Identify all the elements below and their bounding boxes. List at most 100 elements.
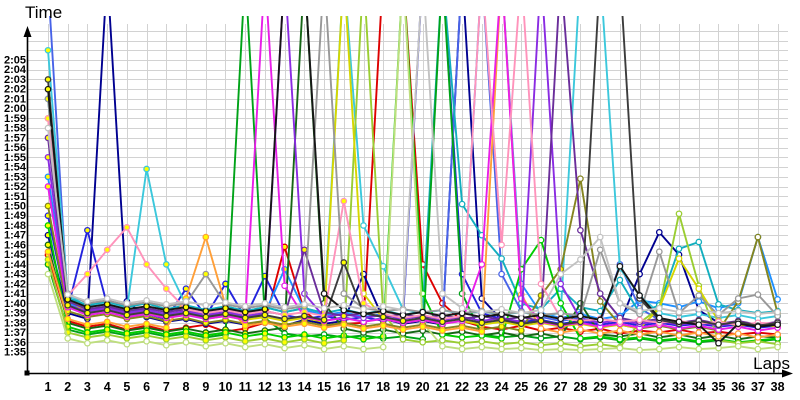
data-point-marker: [715, 309, 722, 317]
data-point-marker: [774, 343, 781, 351]
data-point-marker: [162, 261, 170, 268]
data-point-marker: [399, 335, 407, 343]
x-tick-label: 23: [475, 380, 489, 394]
y-tick-label: 1:53: [4, 171, 26, 183]
data-point-marker: [419, 338, 427, 346]
x-tick-label: 36: [731, 380, 745, 394]
data-point-marker: [103, 306, 111, 314]
data-point-marker: [261, 311, 269, 319]
data-point-marker: [241, 308, 249, 316]
data-point-marker: [675, 332, 683, 339]
x-tick-label: 19: [396, 380, 410, 394]
data-point-marker: [162, 300, 170, 308]
data-point-marker: [301, 300, 308, 308]
data-point-marker: [695, 345, 703, 353]
data-point-marker: [202, 270, 210, 278]
plot-area: [44, 16, 781, 354]
data-point-marker: [537, 280, 545, 288]
y-tick-label: 2:02: [4, 84, 26, 96]
data-point-marker: [715, 339, 722, 347]
data-point-marker: [616, 318, 624, 326]
data-point-marker: [281, 303, 288, 311]
data-point-marker: [439, 342, 446, 350]
data-point-marker: [439, 318, 446, 326]
x-tick-label: 14: [297, 380, 311, 394]
data-point-marker: [478, 319, 486, 327]
data-point-marker: [675, 210, 683, 218]
data-point-marker: [577, 256, 584, 263]
data-point-marker: [695, 285, 703, 293]
data-point-marker: [478, 328, 486, 335]
data-point-marker: [675, 318, 683, 326]
data-point-marker: [439, 290, 446, 297]
data-point-marker: [498, 255, 505, 262]
data-point-marker: [241, 314, 249, 322]
x-tick-label: 38: [771, 380, 785, 394]
y-tick-label: 1:52: [4, 181, 26, 193]
data-point-marker: [478, 261, 486, 268]
data-point-marker: [123, 311, 131, 319]
y-tick-label: 1:41: [4, 288, 26, 300]
data-point-marker: [103, 336, 111, 344]
data-point-marker: [734, 330, 742, 337]
y-tick-label: 1:48: [4, 220, 26, 232]
data-point-marker: [123, 335, 131, 342]
data-point-marker: [44, 222, 52, 229]
x-tick-label: 35: [712, 380, 726, 394]
data-point-marker: [655, 336, 663, 344]
y-tick-label: 1:36: [4, 337, 26, 349]
data-point-marker: [379, 322, 387, 330]
data-point-marker: [301, 335, 308, 343]
data-point-marker: [715, 333, 722, 340]
y-tick-label: 1:46: [4, 239, 26, 251]
data-point-marker: [360, 345, 367, 353]
data-point-marker: [103, 318, 111, 326]
x-tick-label: 22: [455, 380, 469, 394]
x-tick-label: 6: [143, 380, 150, 394]
data-point-marker: [419, 308, 427, 316]
data-point-marker: [44, 46, 52, 54]
data-point-marker: [44, 202, 52, 210]
data-point-marker: [596, 233, 604, 241]
data-point-marker: [261, 340, 269, 348]
x-axis-title: Laps: [753, 354, 790, 373]
data-point-marker: [84, 309, 91, 317]
x-tick-label: 9: [202, 380, 209, 394]
y-tick-label: 2:00: [4, 103, 26, 115]
data-point-marker: [222, 339, 229, 347]
data-point-marker: [340, 301, 348, 309]
data-point-marker: [774, 296, 781, 303]
data-point-marker: [320, 316, 328, 324]
data-point-marker: [162, 285, 170, 293]
data-point-marker: [162, 341, 170, 349]
data-point-marker: [557, 345, 565, 353]
x-tick-label: 28: [573, 380, 587, 394]
x-tick-label: 25: [514, 380, 528, 394]
data-point-marker: [340, 259, 348, 266]
data-point-marker: [636, 331, 643, 338]
y-tick-label: 1:50: [4, 201, 26, 213]
data-point-marker: [320, 345, 328, 353]
data-point-marker: [695, 305, 703, 313]
data-point-marker: [281, 323, 288, 331]
data-point-marker: [557, 315, 565, 323]
x-tick-label: 31: [633, 380, 647, 394]
data-point-marker: [655, 345, 663, 353]
data-point-marker: [84, 270, 91, 278]
series-silver: [44, 16, 781, 318]
data-point-marker: [360, 222, 367, 229]
data-point-marker: [320, 304, 328, 312]
data-point-marker: [715, 321, 722, 329]
data-point-marker: [655, 248, 663, 256]
data-point-marker: [360, 325, 367, 332]
x-tick-label: 34: [692, 380, 706, 394]
data-point-marker: [44, 241, 52, 249]
x-tick-label: 27: [554, 380, 568, 394]
data-point-marker: [162, 324, 170, 332]
data-point-marker: [64, 335, 72, 342]
y-tick-label: 1:49: [4, 210, 26, 222]
data-point-marker: [241, 343, 249, 351]
data-point-marker: [774, 321, 781, 329]
x-tick-label: 18: [376, 380, 390, 394]
